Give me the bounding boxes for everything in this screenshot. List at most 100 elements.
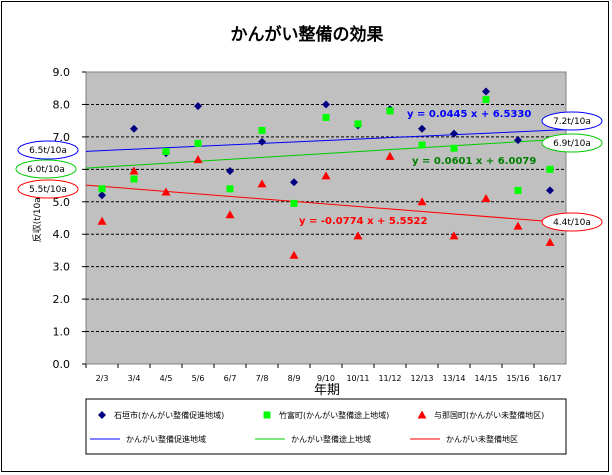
x-tick-label: 8/9 bbox=[288, 374, 301, 383]
x-tick-label: 13/14 bbox=[442, 374, 465, 383]
point-diamond bbox=[194, 102, 202, 111]
point-triangle bbox=[129, 166, 139, 175]
point-diamond bbox=[322, 100, 330, 109]
trend-callouts: 6.5t/10a 7.2t/10a 6.0t/10a 6.9t/10a 5.5t/10a… bbox=[15, 111, 603, 232]
x-tick-label: 16/17 bbox=[538, 374, 561, 383]
point-triangle bbox=[449, 231, 459, 240]
point-square bbox=[482, 96, 490, 104]
point-diamond bbox=[546, 186, 554, 195]
callout-label: 6.0t/10a bbox=[27, 165, 65, 175]
point-square bbox=[98, 185, 106, 193]
x-tick-label: 14/15 bbox=[474, 374, 497, 383]
point-triangle bbox=[257, 179, 267, 188]
point-diamond bbox=[418, 124, 426, 133]
legend-box bbox=[85, 398, 567, 455]
point-triangle bbox=[545, 237, 555, 246]
y-tick-label: 2.0 bbox=[53, 293, 71, 306]
y-tick-label: 4.0 bbox=[53, 228, 71, 241]
point-square bbox=[322, 113, 330, 121]
point-square bbox=[162, 147, 170, 155]
y-tick-label: 1.0 bbox=[53, 326, 71, 339]
y-tick-label: 8.0 bbox=[53, 98, 71, 111]
chart-title: かんがい整備の効果 bbox=[231, 24, 384, 45]
legend-label: かんがい未整備地区 bbox=[446, 434, 518, 444]
callout-ellipse bbox=[17, 140, 79, 160]
x-tick-label: 11/12 bbox=[378, 374, 401, 383]
x-tick-label: 3/4 bbox=[128, 374, 141, 383]
callout-ellipse bbox=[541, 133, 603, 153]
point-diamond bbox=[98, 191, 106, 200]
callout-label: 5.5t/10a bbox=[29, 185, 67, 195]
point-triangle bbox=[385, 151, 395, 160]
x-tick-label: 2/3 bbox=[96, 374, 109, 383]
trend-equations: y = 0.0445 x + 6.5330 y = 0.0601 x + 6.00… bbox=[299, 109, 536, 227]
point-triangle bbox=[321, 171, 331, 180]
point-triangle bbox=[97, 216, 107, 225]
legend-marker-square bbox=[263, 411, 271, 419]
y-tick-label: 3.0 bbox=[53, 261, 71, 274]
point-diamond bbox=[226, 166, 234, 175]
trendline bbox=[85, 129, 567, 152]
legend-label: かんがい整備促進地域 bbox=[126, 434, 206, 444]
callout-label: 6.9t/10a bbox=[553, 139, 591, 149]
point-diamond bbox=[130, 124, 138, 133]
x-tick-label: 9/10 bbox=[317, 374, 335, 383]
point-triangle bbox=[513, 221, 523, 230]
point-square bbox=[258, 126, 266, 134]
y-tick-label: 0.0 bbox=[53, 358, 71, 371]
legend-label: かんがい整備途上地域 bbox=[291, 434, 371, 444]
legend-label: 与那国町(かんがい未整備地区) bbox=[434, 410, 544, 420]
trend-equation: y = 0.0601 x + 6.0079 bbox=[412, 156, 536, 167]
trend-equation: y = -0.0774 x + 5.5522 bbox=[299, 216, 428, 227]
legend: 石垣市(かんがい整備促進地域) 竹富町(かんがい整備途上地域) 与那国町(かんがい未… bbox=[85, 398, 567, 455]
x-tick-label: 12/13 bbox=[410, 374, 433, 383]
y-tick-label: 9.0 bbox=[53, 66, 71, 79]
x-tick-label: 5/6 bbox=[192, 374, 205, 383]
x-tick-label: 10/11 bbox=[346, 374, 369, 383]
callout-label: 7.2t/10a bbox=[553, 117, 591, 127]
callout-ellipse bbox=[541, 111, 603, 131]
point-triangle bbox=[225, 210, 235, 219]
point-diamond bbox=[482, 87, 490, 96]
point-square bbox=[546, 165, 554, 173]
point-square bbox=[354, 120, 362, 128]
point-square bbox=[450, 144, 458, 152]
x-tick-label: 7/8 bbox=[256, 374, 269, 383]
x-axis-title: 年期 bbox=[314, 383, 340, 398]
y-tick-label: 7.0 bbox=[53, 131, 71, 144]
point-square bbox=[418, 141, 426, 149]
trend-equation: y = 0.0445 x + 6.5330 bbox=[407, 109, 531, 120]
trendline bbox=[85, 138, 567, 169]
point-diamond bbox=[258, 137, 266, 146]
legend-marker-triangle bbox=[417, 410, 427, 419]
point-diamond bbox=[514, 136, 522, 145]
point-triangle bbox=[417, 197, 427, 206]
x-tick-label: 15/16 bbox=[506, 374, 529, 383]
point-square bbox=[386, 107, 394, 115]
callout-label: 6.5t/10a bbox=[29, 146, 67, 156]
callout-ellipse bbox=[541, 212, 603, 232]
point-triangle bbox=[161, 187, 171, 196]
point-square bbox=[226, 185, 234, 193]
callout-ellipse bbox=[17, 179, 79, 199]
y-tick-label: 5.0 bbox=[53, 196, 71, 209]
x-tick-label: 6/7 bbox=[224, 374, 237, 383]
x-tick-labels: 2/3 3/4 4/5 5/6 6/7 7/8 8/9 9/10 10/11 11/12 12/13… bbox=[85, 364, 562, 383]
point-diamond bbox=[290, 178, 298, 187]
point-square bbox=[130, 175, 138, 183]
gridlines bbox=[86, 103, 566, 333]
legend-label: 竹富町(かんがい整備途上地域) bbox=[279, 410, 389, 420]
y-tick-labels: 0.01.02.03.04.05.06.07.08.09.0 bbox=[53, 66, 86, 371]
callout-label: 4.4t/10a bbox=[553, 218, 591, 228]
point-triangle bbox=[481, 194, 491, 203]
point-triangle bbox=[193, 155, 203, 164]
x-tick-label: 4/5 bbox=[160, 374, 173, 383]
point-triangle bbox=[353, 231, 363, 240]
y-axis-title: 反収(t/10a) bbox=[31, 194, 43, 243]
callout-ellipse bbox=[15, 159, 77, 179]
data-points bbox=[97, 87, 555, 259]
point-square bbox=[194, 139, 202, 147]
legend-label: 石垣市(かんがい整備促進地域) bbox=[114, 410, 224, 420]
